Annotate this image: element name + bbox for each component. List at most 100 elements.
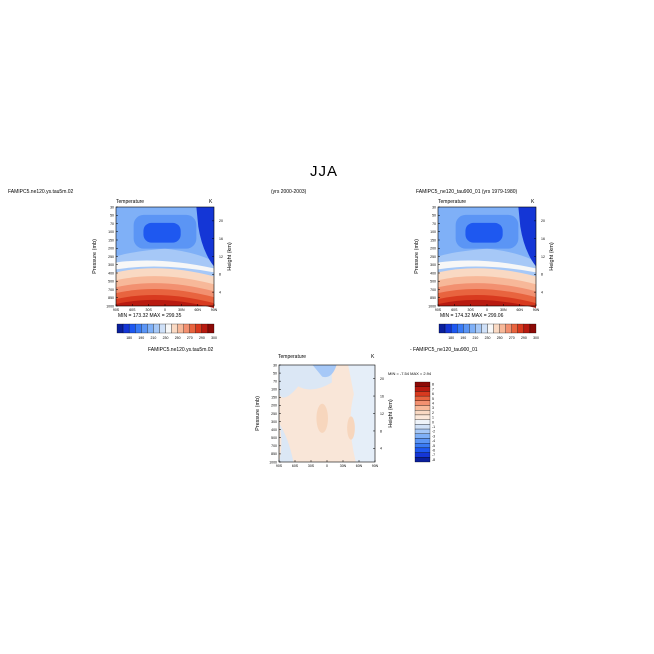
panel1-ytick-label: 70 <box>110 222 114 226</box>
panel3-units: K <box>371 354 375 360</box>
panel2-title: Temperature <box>438 199 467 205</box>
panel1-colorbar-box <box>153 323 160 334</box>
case-label-left: FAMIPC5.ne120.ys.tau5m.02 <box>8 189 74 195</box>
panel2-ytick-label: 100 <box>430 230 436 234</box>
panel3-htick-label: 12 <box>380 412 384 416</box>
panel1-colorbar-box <box>171 323 178 334</box>
panel3-field-cool-2 <box>312 365 337 378</box>
panel3-ytick-label: 30 <box>273 363 277 367</box>
panel2-colorbar-box <box>499 323 506 334</box>
panel3-colorbar-label: 5 <box>432 397 434 401</box>
panel3-colorbar-label: -5 <box>432 444 435 448</box>
panel3-colorbar-label: 4 <box>432 401 434 405</box>
panel1-htick-label: 8 <box>219 273 221 277</box>
panel3-ylabel-right: Height (km) <box>388 399 394 428</box>
panel3-xtick-label: 60N <box>356 464 363 468</box>
panel2-ytick-label: 200 <box>430 247 436 251</box>
panel2-field-core-inner <box>465 222 503 243</box>
panel1-colorbar-label: 190 <box>138 336 144 340</box>
panel2-ytick-label: 500 <box>430 280 436 284</box>
panel2-colorbar-box <box>475 323 482 334</box>
panel2-colorbar-box <box>481 323 488 334</box>
panel2-field-band-5 <box>438 299 536 309</box>
panel2-colorbar-label: 180 <box>448 336 454 340</box>
panel3-ytick-label: 700 <box>271 444 277 448</box>
panel1-ylabel-right: Height (km) <box>227 242 233 271</box>
panel1-colorbar-box <box>165 323 172 334</box>
panel1-colorbar-box <box>177 323 184 334</box>
panel2-colorbar-box <box>469 323 476 334</box>
panel2-ytick-label: 50 <box>432 214 436 218</box>
panel1-colorbar-box <box>122 323 130 334</box>
panel1-colorbar-box <box>147 323 154 334</box>
panel1-colorbar-box <box>201 323 209 334</box>
panel3-colorbar-label: -3 <box>432 434 435 438</box>
panel2-xtick-label: 60S <box>451 308 458 312</box>
panel3-colorbar-box <box>414 395 431 401</box>
panel2-colorbar-box <box>505 323 512 334</box>
panel3-colorbar-label: 1 <box>432 416 434 420</box>
panel2-htick-label: 20 <box>541 219 545 223</box>
panel2-ytick-label: 850 <box>430 296 436 300</box>
panel1-colorbar-box <box>159 323 166 334</box>
panel2-colorbar-box <box>487 323 494 334</box>
panel2-ytick-label: 700 <box>430 288 436 292</box>
panel1-htick-label: 4 <box>219 290 221 294</box>
panel3-colorbar-box <box>414 381 431 387</box>
panel3-htick-label: 4 <box>380 447 382 451</box>
panel2-ylabel-right: Height (km) <box>549 242 555 271</box>
panel2-units: K <box>531 199 535 205</box>
years-label: (yrs 2000-2003) <box>271 189 307 195</box>
panel3-xtick-label: 0 <box>326 464 328 468</box>
panel3-colorbar-box <box>414 400 431 406</box>
panel1-ytick-label: 100 <box>108 230 114 234</box>
panel2-colorbar-box <box>529 323 537 334</box>
panel3-xtick-label: 90N <box>372 464 379 468</box>
case-label-right: FAMIPC5_ne120_tau900_01 (yrs 1979-1980) <box>416 189 518 195</box>
panel3-colorbar-label: 8 <box>432 383 434 387</box>
panel3-ytick-label: 50 <box>273 371 277 375</box>
panel1-field-white <box>116 260 214 273</box>
panel3-colorbar-label: 2 <box>432 411 434 415</box>
panel2-colorbar-box <box>463 323 470 334</box>
panel2-ytick-label: 150 <box>430 238 436 242</box>
panel2-xtick-label: 30N <box>500 308 507 312</box>
diff-label-left: FAMIPC5.ne120.ys.tau5m.02 <box>148 347 214 353</box>
panel3-colorbar-box <box>414 452 431 458</box>
panel3-ytick-label: 200 <box>271 404 277 408</box>
panel1-field-band-5 <box>116 299 214 309</box>
panel2-xtick-label: 0 <box>486 308 488 312</box>
panel3-stats: MIN = -7.54 MAX = 2.94 <box>388 371 432 376</box>
panel3-colorbar-label: 3 <box>432 406 434 410</box>
panel3-title: Temperature <box>278 354 307 360</box>
panel2-field-pole <box>518 207 536 267</box>
panel1-colorbar-label: 230 <box>163 336 169 340</box>
panel1-colorbar-box <box>195 323 203 334</box>
panel1-colorbar-label: 250 <box>175 336 181 340</box>
panel3-ytick-label: 400 <box>271 428 277 432</box>
panel3-htick-label: 16 <box>380 394 384 398</box>
panel3-field-cool-1 <box>279 365 332 398</box>
panel2-htick-label: 12 <box>541 255 545 259</box>
panel2-xtick-label: 90S <box>435 308 442 312</box>
panel1-units: K <box>209 199 213 205</box>
panel1-ytick-label: 50 <box>110 214 114 218</box>
panel3-colorbar-label: 0 <box>432 420 434 424</box>
panel1-ytick-label: 500 <box>108 280 114 284</box>
panel1-xtick-label: 90S <box>113 308 120 312</box>
panel2-field <box>438 207 536 309</box>
panel1-xtick-label: 60S <box>129 308 136 312</box>
panel2-field-white <box>438 260 536 273</box>
panel1-ytick-label: 30 <box>110 205 114 209</box>
panel3-colorbar-label: -7 <box>432 453 435 457</box>
panel2-colorbar-label: 290 <box>521 336 527 340</box>
panel3-ytick-label: 500 <box>271 436 277 440</box>
panel1-colorbar-label: 270 <box>187 336 193 340</box>
panel3-ylabel: Pressure (mb) <box>255 396 261 431</box>
panel3-colorbar-box <box>414 438 431 444</box>
panel3-colorbar-box <box>414 424 431 430</box>
panel2-ytick-label: 1000 <box>428 304 436 308</box>
diff-label-right: - FAMIPC5_ne120_tau900_01 <box>410 347 478 353</box>
panel2-ytick-label: 300 <box>430 263 436 267</box>
